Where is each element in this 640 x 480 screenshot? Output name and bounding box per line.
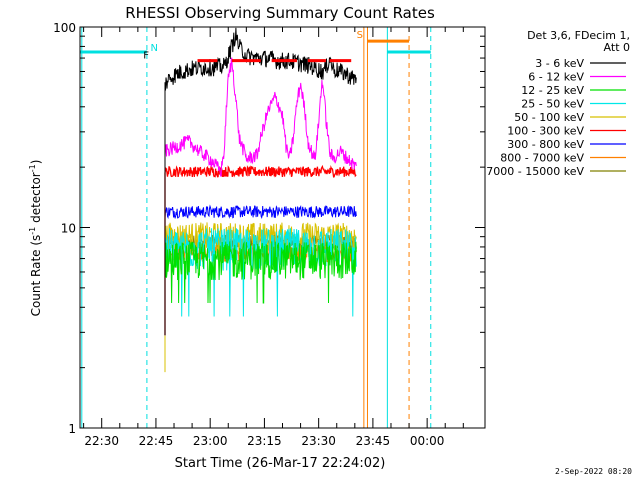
legend-label: 100 - 300 keV	[507, 125, 584, 138]
legend-label: 25 - 50 keV	[521, 98, 584, 111]
y-tick-label: 100	[53, 21, 76, 35]
series-line-0	[164, 27, 357, 336]
x-axis-label: Start Time (26-Mar-17 22:24:02)	[175, 456, 386, 471]
y-axis-label: Count Rate (s-1 detector-1)	[28, 160, 43, 317]
x-tick-label: 23:15	[247, 434, 282, 448]
x-tick-label: 22:45	[139, 434, 174, 448]
series-line-1	[164, 57, 357, 336]
x-tick-label: 23:30	[301, 434, 336, 448]
legend-label: 300 - 800 keV	[507, 138, 584, 151]
legend-label: 800 - 7000 keV	[500, 152, 584, 165]
footer-timestamp: 2-Sep-2022 08:20	[554, 467, 632, 476]
y-tick-label: 1	[68, 422, 76, 436]
x-tick-label: 23:45	[356, 434, 391, 448]
series-line-5	[164, 164, 357, 336]
legend-label: 12 - 25 keV	[521, 84, 584, 97]
flag-label-n: N	[151, 43, 158, 54]
legend-label: 50 - 100 keV	[514, 111, 584, 124]
chart-title: RHESSI Observing Summary Count Rates	[125, 4, 435, 22]
legend-label: 6 - 12 keV	[528, 71, 584, 84]
plot-area: NF S	[80, 27, 432, 428]
x-tick-label: 22:30	[84, 434, 119, 448]
flag-label-f: F	[143, 51, 149, 62]
axes: 1 10 100 22:30 22:45 23:00 23:15 23:30 23:45 00:0…	[53, 21, 486, 448]
y-tick-label: 10	[61, 222, 76, 236]
x-tick-label: 23:00	[193, 434, 228, 448]
series-line-2	[164, 241, 357, 336]
legend-header: Det 3,6, FDecim 1,	[527, 29, 630, 42]
legend-label: 7000 - 15000 keV	[486, 165, 584, 178]
flag-label-s: S	[357, 30, 363, 41]
x-tick-label: 00:00	[410, 434, 445, 448]
series-line-4	[164, 222, 357, 373]
legend-label: 3 - 6 keV	[535, 57, 584, 70]
series-line-6	[164, 204, 357, 336]
legend-header: Att 0	[604, 41, 630, 54]
